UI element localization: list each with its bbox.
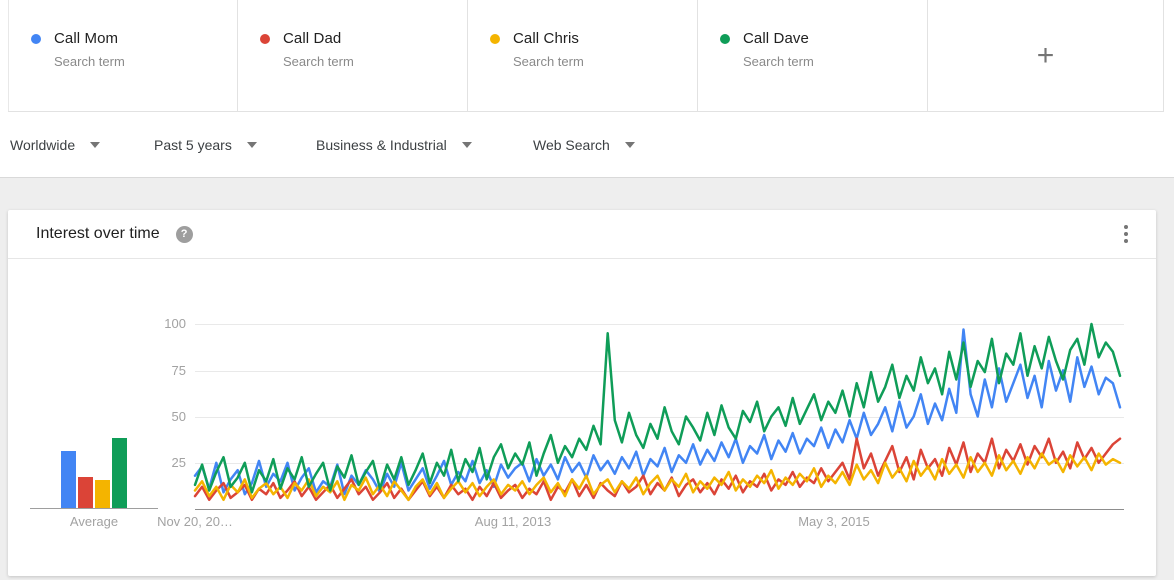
region-filter-label: Worldwide xyxy=(10,137,76,153)
y-tick-50: 50 xyxy=(171,409,186,424)
term-card-call-dave[interactable]: Call Dave Search term xyxy=(698,0,928,112)
chevron-down-icon xyxy=(90,142,101,148)
kebab-menu-icon[interactable] xyxy=(1120,221,1132,247)
card-title: Interest over time xyxy=(36,225,160,242)
category-filter-label: Business & Industrial xyxy=(316,137,447,153)
term-type-label: Search term xyxy=(54,54,125,69)
chevron-down-icon xyxy=(461,142,472,148)
x-axis-line xyxy=(195,509,1124,510)
gridline-100 xyxy=(195,324,1124,325)
term-label: Call Dave xyxy=(743,30,809,47)
interest-over-time-card: Interest over time ? 100 75 50 25 N xyxy=(8,210,1156,576)
search-type-filter-dropdown[interactable]: Web Search xyxy=(533,112,635,178)
plus-icon: + xyxy=(1036,39,1055,72)
y-tick-100: 100 xyxy=(164,316,186,331)
chevron-down-icon xyxy=(246,142,257,148)
filters-row: Worldwide Past 5 years Business & Indust… xyxy=(0,112,1174,178)
term-type-label: Search term xyxy=(283,54,354,69)
x-tick-mid: Aug 11, 2013 xyxy=(474,514,552,529)
time-filter-dropdown[interactable]: Past 5 years xyxy=(154,112,257,178)
x-tick-late: May 3, 2015 xyxy=(798,514,870,529)
term-card-call-mom[interactable]: Call Mom Search term xyxy=(8,0,238,112)
average-bar-call-dad[interactable] xyxy=(78,476,93,508)
term-type-label: Search term xyxy=(743,54,814,69)
y-tick-75: 75 xyxy=(171,363,186,378)
series-color-dot xyxy=(720,34,730,44)
average-bar-call-chris[interactable] xyxy=(95,480,110,508)
series-color-dot xyxy=(260,34,270,44)
term-card-call-chris[interactable]: Call Chris Search term xyxy=(468,0,698,112)
average-bar-call-dave[interactable] xyxy=(112,437,127,508)
gridline-50 xyxy=(195,417,1124,418)
trend-lines-svg[interactable] xyxy=(193,322,1122,509)
region-filter-dropdown[interactable]: Worldwide xyxy=(10,112,101,178)
term-label: Call Dad xyxy=(283,30,342,47)
add-comparison-card[interactable]: + xyxy=(928,0,1164,112)
term-type-label: Search term xyxy=(513,54,584,69)
category-filter-dropdown[interactable]: Business & Industrial xyxy=(316,112,472,178)
average-bar-call-mom[interactable] xyxy=(61,450,76,508)
gridline-75 xyxy=(195,371,1124,372)
term-card-call-dad[interactable]: Call Dad Search term xyxy=(238,0,468,112)
interest-over-time-chart: 100 75 50 25 Nov 20, 20… Aug 11, 2013 Ma… xyxy=(8,259,1156,576)
page-content: Interest over time ? 100 75 50 25 N xyxy=(0,178,1174,580)
card-header: Interest over time ? xyxy=(8,210,1156,259)
y-tick-25: 25 xyxy=(171,455,186,470)
chevron-down-icon xyxy=(624,142,635,148)
term-label: Call Mom xyxy=(54,30,119,47)
search-terms-row: Call Mom Search term Call Dad Search ter… xyxy=(0,0,1174,112)
series-color-dot xyxy=(490,34,500,44)
average-bar-chart xyxy=(30,324,158,509)
help-icon[interactable]: ? xyxy=(175,225,193,243)
time-filter-label: Past 5 years xyxy=(154,137,232,153)
search-type-filter-label: Web Search xyxy=(533,137,610,153)
term-label: Call Chris xyxy=(513,30,580,47)
average-label: Average xyxy=(69,514,119,529)
x-tick-start: Nov 20, 20… xyxy=(157,514,233,529)
series-color-dot xyxy=(31,34,41,44)
